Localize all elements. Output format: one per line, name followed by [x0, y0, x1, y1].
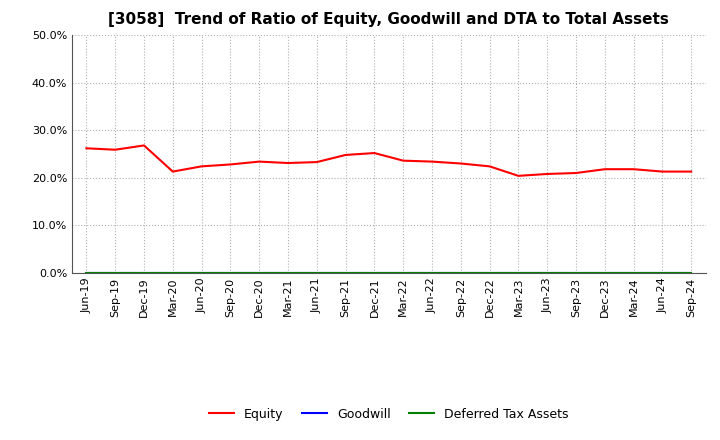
Equity — [687, 169, 696, 174]
Goodwill — [140, 270, 148, 275]
Equity — [341, 152, 350, 158]
Equity — [629, 167, 638, 172]
Deferred Tax Assets — [485, 270, 494, 275]
Deferred Tax Assets — [629, 270, 638, 275]
Goodwill — [687, 270, 696, 275]
Goodwill — [543, 270, 552, 275]
Goodwill — [514, 270, 523, 275]
Deferred Tax Assets — [600, 270, 609, 275]
Goodwill — [485, 270, 494, 275]
Goodwill — [600, 270, 609, 275]
Deferred Tax Assets — [399, 270, 408, 275]
Equity — [514, 173, 523, 179]
Deferred Tax Assets — [543, 270, 552, 275]
Equity — [370, 150, 379, 156]
Title: [3058]  Trend of Ratio of Equity, Goodwill and DTA to Total Assets: [3058] Trend of Ratio of Equity, Goodwil… — [109, 12, 669, 27]
Deferred Tax Assets — [687, 270, 696, 275]
Deferred Tax Assets — [226, 270, 235, 275]
Legend: Equity, Goodwill, Deferred Tax Assets: Equity, Goodwill, Deferred Tax Assets — [204, 403, 574, 425]
Equity — [255, 159, 264, 164]
Equity — [658, 169, 667, 174]
Deferred Tax Assets — [514, 270, 523, 275]
Goodwill — [658, 270, 667, 275]
Deferred Tax Assets — [111, 270, 120, 275]
Equity — [543, 171, 552, 176]
Deferred Tax Assets — [284, 270, 292, 275]
Deferred Tax Assets — [140, 270, 148, 275]
Deferred Tax Assets — [428, 270, 436, 275]
Goodwill — [312, 270, 321, 275]
Goodwill — [572, 270, 580, 275]
Equity — [140, 143, 148, 148]
Deferred Tax Assets — [370, 270, 379, 275]
Goodwill — [197, 270, 206, 275]
Equity — [284, 161, 292, 166]
Line: Equity: Equity — [86, 146, 691, 176]
Goodwill — [111, 270, 120, 275]
Equity — [312, 159, 321, 165]
Equity — [485, 164, 494, 169]
Goodwill — [255, 270, 264, 275]
Deferred Tax Assets — [341, 270, 350, 275]
Goodwill — [168, 270, 177, 275]
Deferred Tax Assets — [456, 270, 465, 275]
Equity — [226, 162, 235, 167]
Deferred Tax Assets — [255, 270, 264, 275]
Equity — [456, 161, 465, 166]
Equity — [168, 169, 177, 174]
Goodwill — [629, 270, 638, 275]
Goodwill — [428, 270, 436, 275]
Goodwill — [399, 270, 408, 275]
Equity — [572, 170, 580, 176]
Deferred Tax Assets — [658, 270, 667, 275]
Goodwill — [370, 270, 379, 275]
Equity — [82, 146, 91, 151]
Deferred Tax Assets — [572, 270, 580, 275]
Goodwill — [284, 270, 292, 275]
Deferred Tax Assets — [197, 270, 206, 275]
Deferred Tax Assets — [168, 270, 177, 275]
Deferred Tax Assets — [312, 270, 321, 275]
Goodwill — [341, 270, 350, 275]
Equity — [197, 164, 206, 169]
Goodwill — [82, 270, 91, 275]
Equity — [428, 159, 436, 164]
Goodwill — [456, 270, 465, 275]
Deferred Tax Assets — [82, 270, 91, 275]
Equity — [111, 147, 120, 152]
Goodwill — [226, 270, 235, 275]
Equity — [399, 158, 408, 163]
Equity — [600, 167, 609, 172]
